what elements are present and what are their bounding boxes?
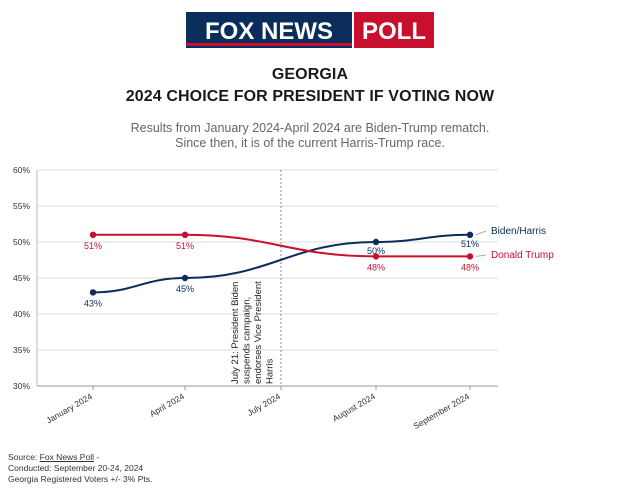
y-tick-label: 55% [13, 201, 30, 211]
y-tick-label: 30% [13, 381, 30, 391]
chart-description-line-2: Since then, it is of the current Harris-… [175, 136, 445, 150]
series-end-label: Biden/Harris [491, 226, 546, 237]
series-end-label: Donald Trump [491, 250, 554, 261]
series-leader-line [475, 254, 487, 257]
data-label: 45% [176, 284, 194, 294]
footer-conducted: Conducted: September 20-24, 2024 [8, 463, 144, 473]
y-tick-label: 35% [13, 345, 30, 355]
y-tick-label: 60% [13, 165, 30, 175]
annotation-text: endorses Vice President [253, 281, 264, 384]
data-label: 51% [461, 239, 479, 249]
footer-source: Source: Fox News Poll - [8, 452, 99, 462]
y-tick-label: 50% [13, 237, 30, 247]
footer-source-link[interactable]: Fox News Poll [39, 452, 94, 462]
data-point [466, 231, 474, 238]
data-point [89, 289, 97, 296]
chart-description-line-1: Results from January 2024-April 2024 are… [130, 121, 490, 135]
data-label: 51% [84, 241, 102, 251]
data-label: 50% [367, 246, 385, 256]
series-leader-line [475, 230, 487, 236]
y-tick-label: 45% [13, 273, 30, 283]
footer-voters: Georgia Registered Voters +/- 3% Pts. [8, 474, 153, 484]
chart-title: GEORGIA [271, 66, 349, 83]
annotation-text: July 21: President Biden [230, 282, 241, 384]
data-point [466, 253, 474, 260]
data-label: 48% [461, 262, 479, 272]
footer-source-suffix: - [93, 452, 100, 462]
x-tick-label: August 2024 [331, 391, 378, 424]
data-label: 51% [176, 241, 194, 251]
data-point [372, 253, 380, 260]
series-line [92, 233, 471, 294]
data-point [181, 231, 189, 238]
x-tick-label: July 2024 [245, 391, 282, 418]
x-tick-label: April 2024 [148, 391, 186, 419]
data-label: 43% [84, 298, 102, 308]
x-tick-label: September 2024 [412, 391, 472, 431]
logo-poll-text: POLL [362, 18, 426, 45]
annotation-text: Harris [265, 358, 276, 384]
footer-source-prefix: Source: [8, 452, 40, 462]
logo-fox-news-text: FOX NEWS [205, 18, 333, 45]
data-label: 48% [367, 262, 385, 272]
series-line [92, 233, 470, 258]
data-point [89, 231, 97, 238]
annotation-text: suspends campaign, [242, 297, 253, 384]
data-point [181, 274, 189, 282]
data-point [372, 238, 380, 246]
y-tick-label: 40% [13, 309, 30, 319]
x-tick-label: January 2024 [44, 391, 94, 426]
fox-news-poll-logo: FOX NEWS POLL [186, 12, 434, 48]
chart-subtitle: 2024 CHOICE FOR PRESIDENT IF VOTING NOW [125, 88, 495, 105]
